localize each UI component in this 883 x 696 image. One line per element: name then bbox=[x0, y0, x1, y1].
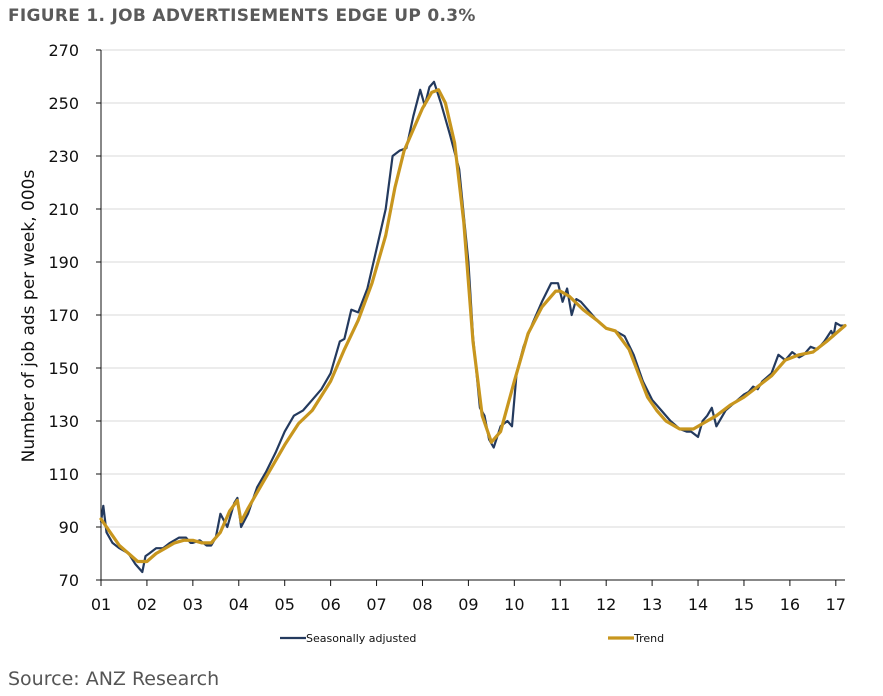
x-tick-label: 15 bbox=[734, 595, 754, 614]
x-tick-label: 04 bbox=[229, 595, 249, 614]
x-tick-label: 11 bbox=[550, 595, 570, 614]
x-tick-label: 05 bbox=[275, 595, 295, 614]
y-tick-label: 210 bbox=[48, 200, 79, 219]
x-tick-label: 08 bbox=[412, 595, 432, 614]
x-tick-label: 10 bbox=[504, 595, 524, 614]
y-tick-label: 250 bbox=[48, 94, 79, 113]
line-chart: 70 90 110 130 150 170 190 210 230 250 270 01 02 03 04… bbox=[19, 41, 847, 645]
x-tick-label: 01 bbox=[91, 595, 111, 614]
x-tick-label: 16 bbox=[780, 595, 800, 614]
series-line-trend bbox=[99, 88, 847, 564]
y-tick-label: 230 bbox=[48, 147, 79, 166]
legend-label: Seasonally adjusted bbox=[306, 632, 416, 645]
legend-label: Trend bbox=[633, 632, 664, 645]
figure-title: FIGURE 1. JOB ADVERTISEMENTS EDGE UP 0.3… bbox=[8, 6, 476, 26]
x-tick-label: 02 bbox=[137, 595, 157, 614]
y-tick-labels: 70 90 110 130 150 170 190 210 230 250 270 bbox=[48, 41, 79, 590]
y-tick-label: 270 bbox=[48, 41, 79, 60]
y-tick-label: 170 bbox=[48, 306, 79, 325]
x-tick-label: 09 bbox=[458, 595, 478, 614]
y-axis-label: Number of job ads per week, 000s bbox=[19, 170, 39, 463]
x-tick-label: 14 bbox=[688, 595, 708, 614]
axes bbox=[96, 49, 845, 586]
series-lines bbox=[99, 80, 847, 574]
x-tick-label: 12 bbox=[596, 595, 616, 614]
x-tick-label: 17 bbox=[826, 595, 846, 614]
y-tick-label: 130 bbox=[48, 412, 79, 431]
x-tick-label: 13 bbox=[642, 595, 662, 614]
y-tick-label: 90 bbox=[59, 518, 79, 537]
x-tick-labels: 01 02 03 04 05 06 07 08 09 10 11 12 13 14 15 16 17 bbox=[91, 595, 846, 614]
x-tick-label: 07 bbox=[366, 595, 386, 614]
gridlines bbox=[101, 49, 845, 528]
y-tick-label: 110 bbox=[48, 465, 79, 484]
legend: Seasonally adjusted Trend bbox=[280, 632, 664, 645]
x-tick-label: 06 bbox=[320, 595, 340, 614]
x-tick-label: 03 bbox=[183, 595, 203, 614]
y-tick-label: 70 bbox=[59, 571, 79, 590]
y-tick-label: 190 bbox=[48, 253, 79, 272]
source-note: Source: ANZ Research bbox=[8, 668, 220, 690]
y-tick-label: 150 bbox=[48, 359, 79, 378]
